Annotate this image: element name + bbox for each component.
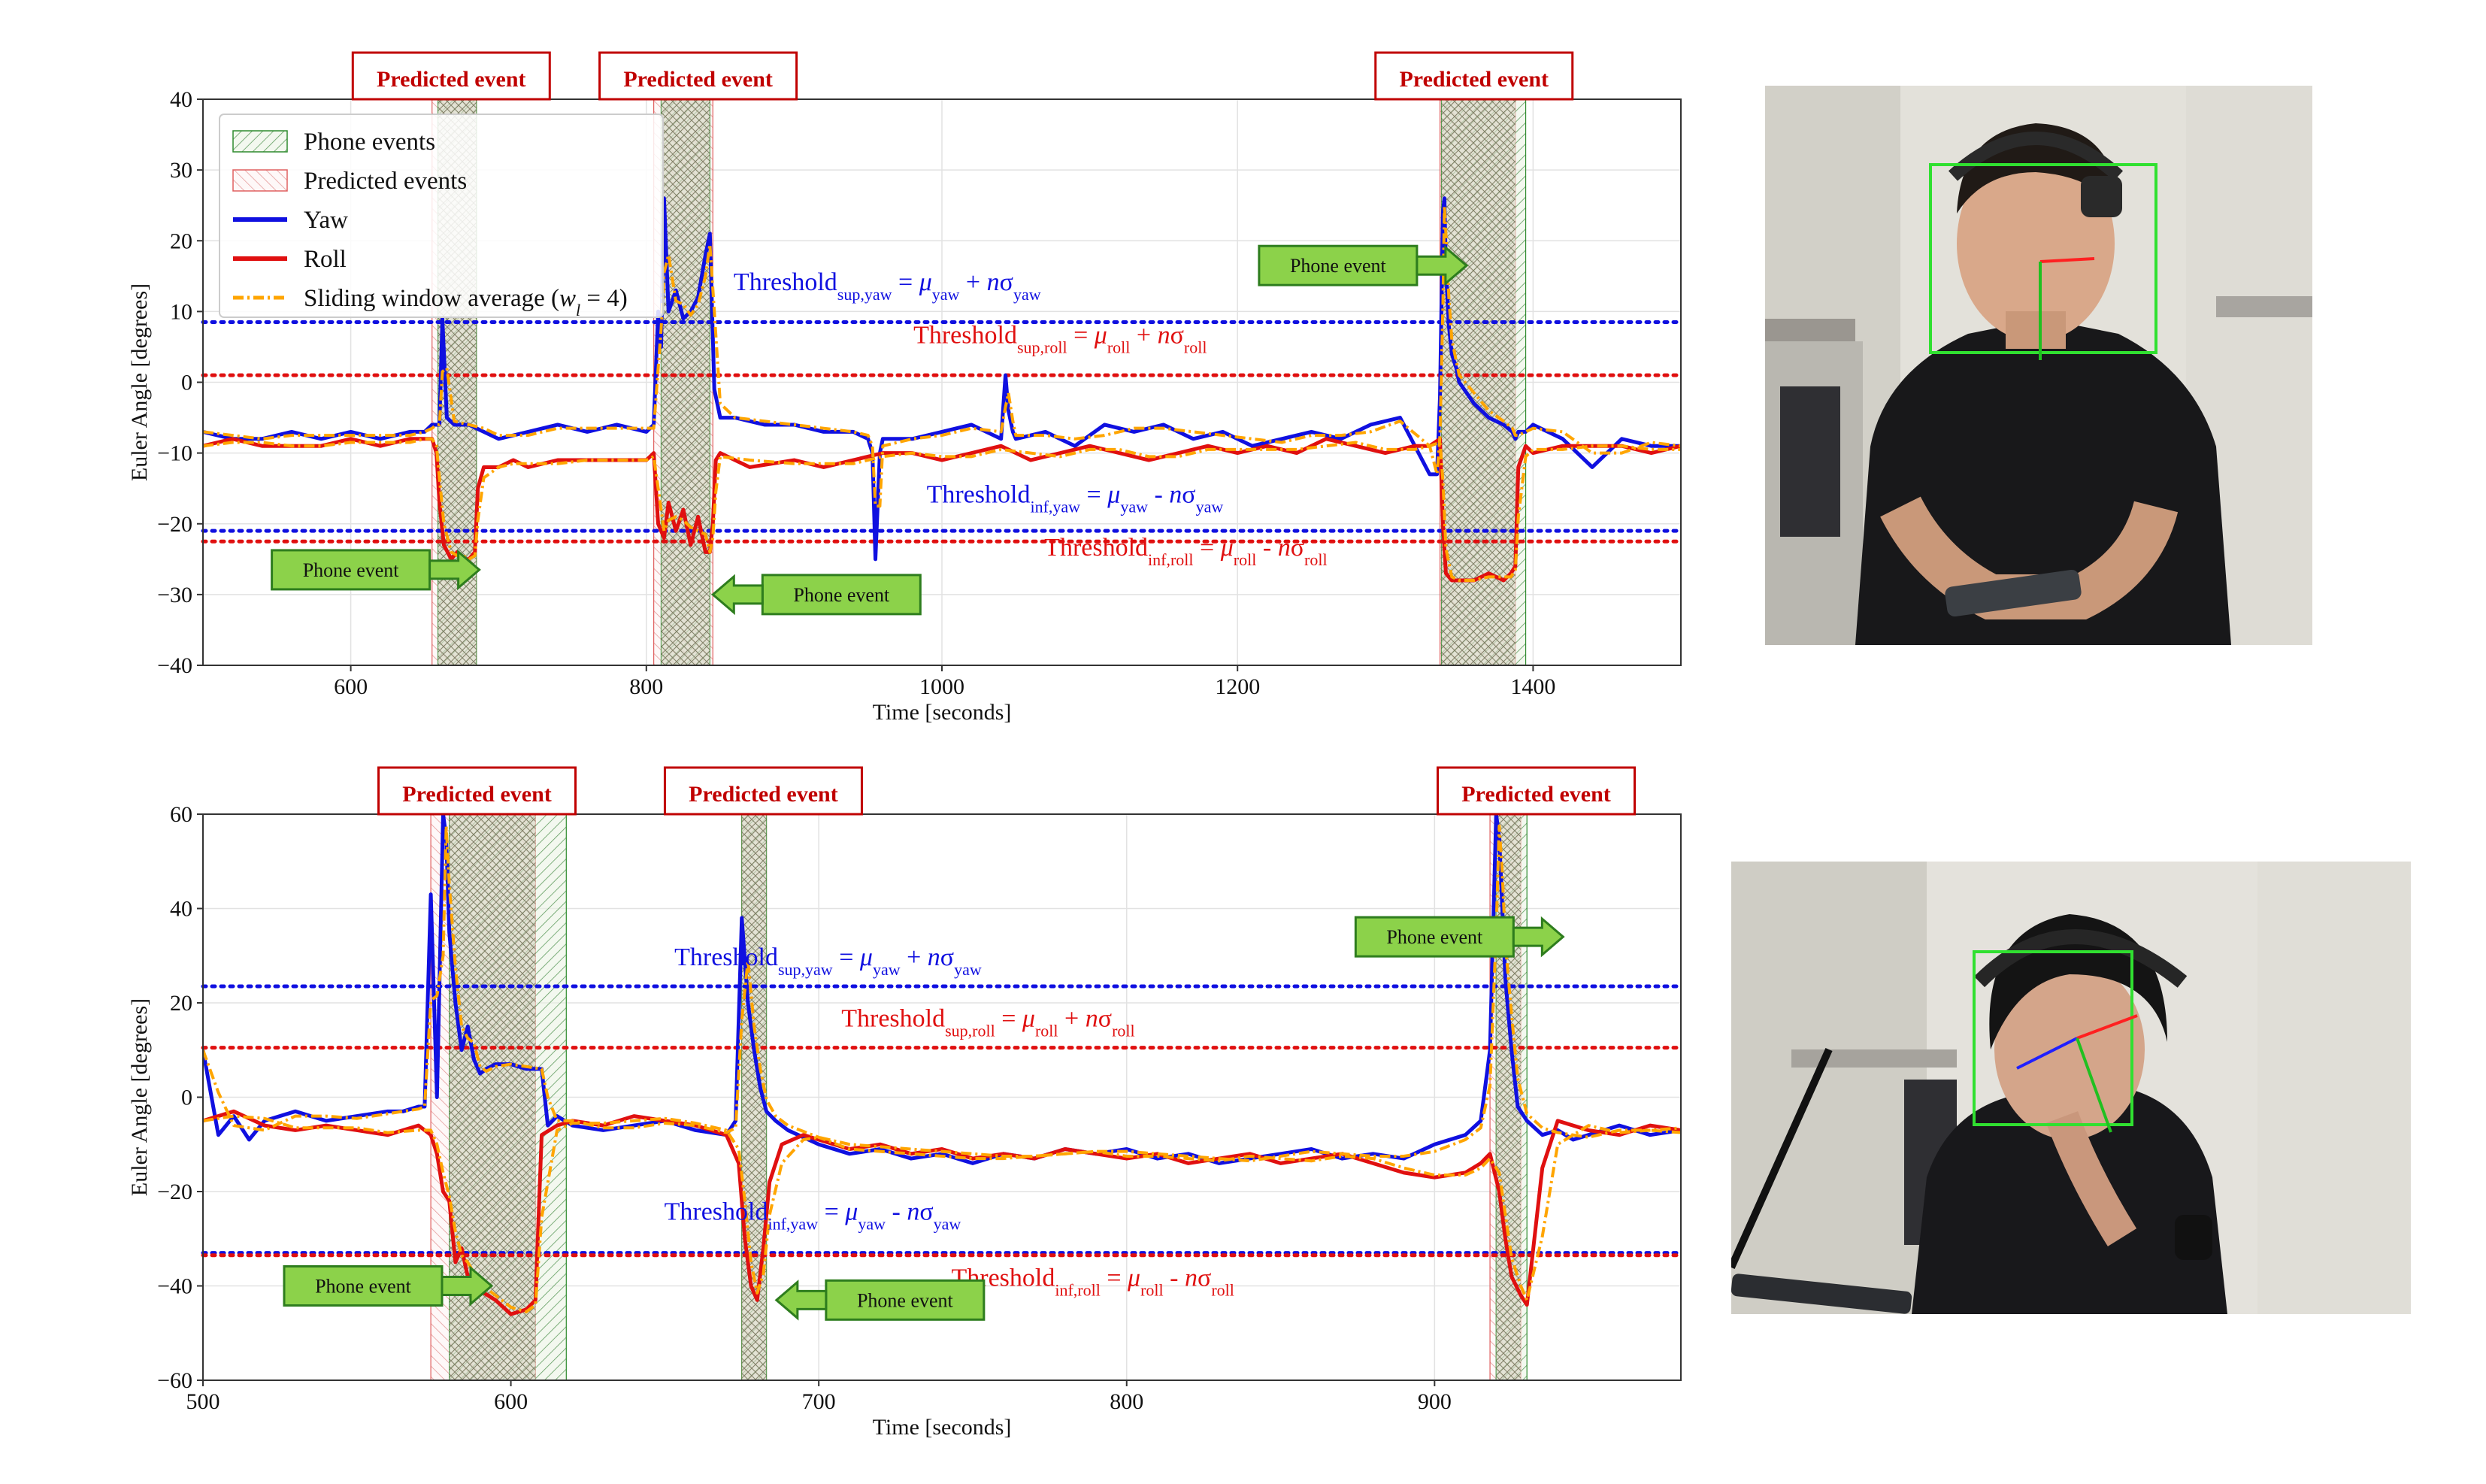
x-tick-label: 1200 — [1215, 674, 1260, 699]
legend-item: Predicted events — [232, 168, 467, 195]
legend-item: Phone events — [232, 129, 435, 156]
svg-text:Roll: Roll — [304, 246, 347, 273]
svg-text:Predicted event: Predicted event — [377, 67, 526, 92]
threshold-label-inf-yaw: Thresholdinf,yaw = μyaw - nσyaw — [927, 481, 1224, 516]
y-tick-label: −40 — [157, 1274, 192, 1299]
series-line-average-roll — [203, 1114, 1681, 1314]
y-tick-label: −20 — [157, 1180, 192, 1204]
y-tick-label: 40 — [170, 897, 192, 922]
y-tick-label: 30 — [170, 158, 192, 183]
series-line-average-roll — [203, 437, 1681, 583]
svg-text:Phone event: Phone event — [315, 1276, 412, 1298]
y-tick-label: −60 — [157, 1368, 192, 1393]
y-tick-label: 60 — [170, 802, 192, 827]
photo-top-person-with-phone — [1765, 86, 2312, 645]
predicted-event-label: Predicted event — [1436, 766, 1636, 816]
threshold-label-sup-yaw: Thresholdsup,yaw = μyaw + nσyaw — [734, 268, 1041, 304]
photo-bottom-illustration — [1731, 862, 2411, 1314]
chart-bottom: 500 600 700 800 900 −60 −40 −20 0 20 40 60 Time [sec… — [127, 766, 1683, 1440]
phone-event-arrow — [711, 574, 764, 616]
svg-text:Phone event: Phone event — [1386, 926, 1483, 948]
x-tick-label: 800 — [1110, 1389, 1143, 1414]
phone-event-callout: Phone event — [271, 549, 481, 591]
phone-event-callout: Phone event — [283, 1265, 494, 1307]
phone-event-callout: Phone event — [1258, 244, 1469, 286]
svg-text:Yaw: Yaw — [304, 207, 348, 234]
y-tick-label: −40 — [157, 653, 192, 678]
legend-item: Sliding window average (wl = 4) — [233, 285, 628, 320]
threshold-label-sup-roll: Thresholdsup,roll = μroll + nσroll — [841, 1004, 1134, 1040]
phone-event-arrow — [1512, 916, 1565, 958]
overlap-event-region — [661, 99, 710, 665]
svg-text:Phone event: Phone event — [793, 584, 890, 606]
series-group — [203, 814, 1681, 1316]
x-axis-label: Time [seconds] — [873, 1415, 1012, 1440]
svg-text:Predicted event: Predicted event — [623, 67, 773, 92]
phone-event-arrow — [441, 1265, 494, 1307]
phone-event-callout: Phone event — [774, 1279, 986, 1321]
x-tick-label: 600 — [494, 1389, 528, 1414]
y-tick-label: 0 — [181, 1086, 192, 1110]
svg-text:Predicted event: Predicted event — [1461, 782, 1611, 807]
x-tick-label: 700 — [802, 1389, 836, 1414]
svg-text:Phone events: Phone events — [304, 129, 435, 156]
x-tick-label: 1000 — [919, 674, 964, 699]
phone-event-arrow — [1416, 244, 1469, 286]
predicted-event-label: Predicted event — [377, 766, 577, 816]
y-axis-label: Euler Angle [degrees] — [127, 998, 152, 1196]
photo-bottom-person-hand-on-chin — [1731, 862, 2411, 1314]
y-tick-label: −20 — [157, 512, 192, 537]
threshold-label-inf-yaw: Thresholdinf,yaw = μyaw - nσyaw — [665, 1198, 961, 1234]
svg-text:Predicted event: Predicted event — [689, 782, 838, 807]
y-tick-label: 10 — [170, 299, 192, 324]
predicted-event-label: Predicted event — [351, 51, 551, 101]
y-tick-label: −10 — [157, 441, 192, 466]
x-tick-label: 800 — [629, 674, 663, 699]
predicted-event-label: Predicted event — [598, 51, 798, 101]
chart-top: 600 800 1000 1200 1400 −40 −30 −20 −10 0 10 20 30 40 T… — [127, 51, 1683, 725]
y-tick-label: 0 — [181, 371, 192, 395]
phone-event-arrow — [428, 549, 481, 591]
y-tick-label: 40 — [170, 87, 192, 112]
svg-text:Predicted event: Predicted event — [1399, 67, 1549, 92]
phone-event-callout: Phone event — [1354, 916, 1565, 958]
photo-top-illustration — [1765, 86, 2312, 645]
y-tick-label: 20 — [170, 991, 192, 1016]
series-line-average-yaw — [203, 204, 1681, 508]
svg-text:Phone event: Phone event — [1290, 255, 1387, 277]
phone-event-arrow — [774, 1280, 828, 1321]
series-line-average-yaw — [203, 824, 1681, 1163]
overlap-event-region — [1441, 99, 1516, 665]
svg-text:Phone event: Phone event — [857, 1289, 954, 1311]
threshold-label-sup-yaw: Thresholdsup,yaw = μyaw + nσyaw — [674, 943, 982, 979]
threshold-label-sup-roll: Thresholdsup,roll = μroll + nσroll — [913, 322, 1207, 357]
x-tick-label: 600 — [334, 674, 368, 699]
series-group — [203, 196, 1681, 583]
svg-text:Predicted event: Predicted event — [402, 782, 552, 807]
x-tick-label: 500 — [186, 1389, 220, 1414]
legend: Phone events Predicted events Yaw Roll Slidi… — [219, 114, 664, 320]
y-tick-label: 20 — [170, 229, 192, 253]
y-tick-label: −30 — [157, 583, 192, 607]
legend-item: Roll — [233, 246, 347, 273]
x-tick-label: 900 — [1418, 1389, 1452, 1414]
phone-event-callout: Phone event — [711, 574, 922, 616]
predicted-event-label: Predicted event — [663, 766, 863, 816]
x-axis-label: Time [seconds] — [873, 700, 1012, 725]
legend-item: Yaw — [233, 207, 348, 234]
svg-text:Sliding window average (wl = 4: Sliding window average (wl = 4) — [304, 285, 628, 320]
svg-text:Predicted events: Predicted events — [304, 168, 467, 195]
svg-text:Phone event: Phone event — [303, 559, 400, 581]
series-line-roll — [203, 437, 1681, 583]
x-tick-label: 1400 — [1510, 674, 1555, 699]
series-line-roll — [203, 1109, 1681, 1316]
predicted-event-label: Predicted event — [1374, 51, 1574, 101]
y-axis-label: Euler Angle [degrees] — [127, 283, 152, 481]
series-line-yaw — [203, 814, 1681, 1165]
threshold-label-inf-roll: Thresholdinf,roll = μroll - nσroll — [1044, 534, 1327, 569]
